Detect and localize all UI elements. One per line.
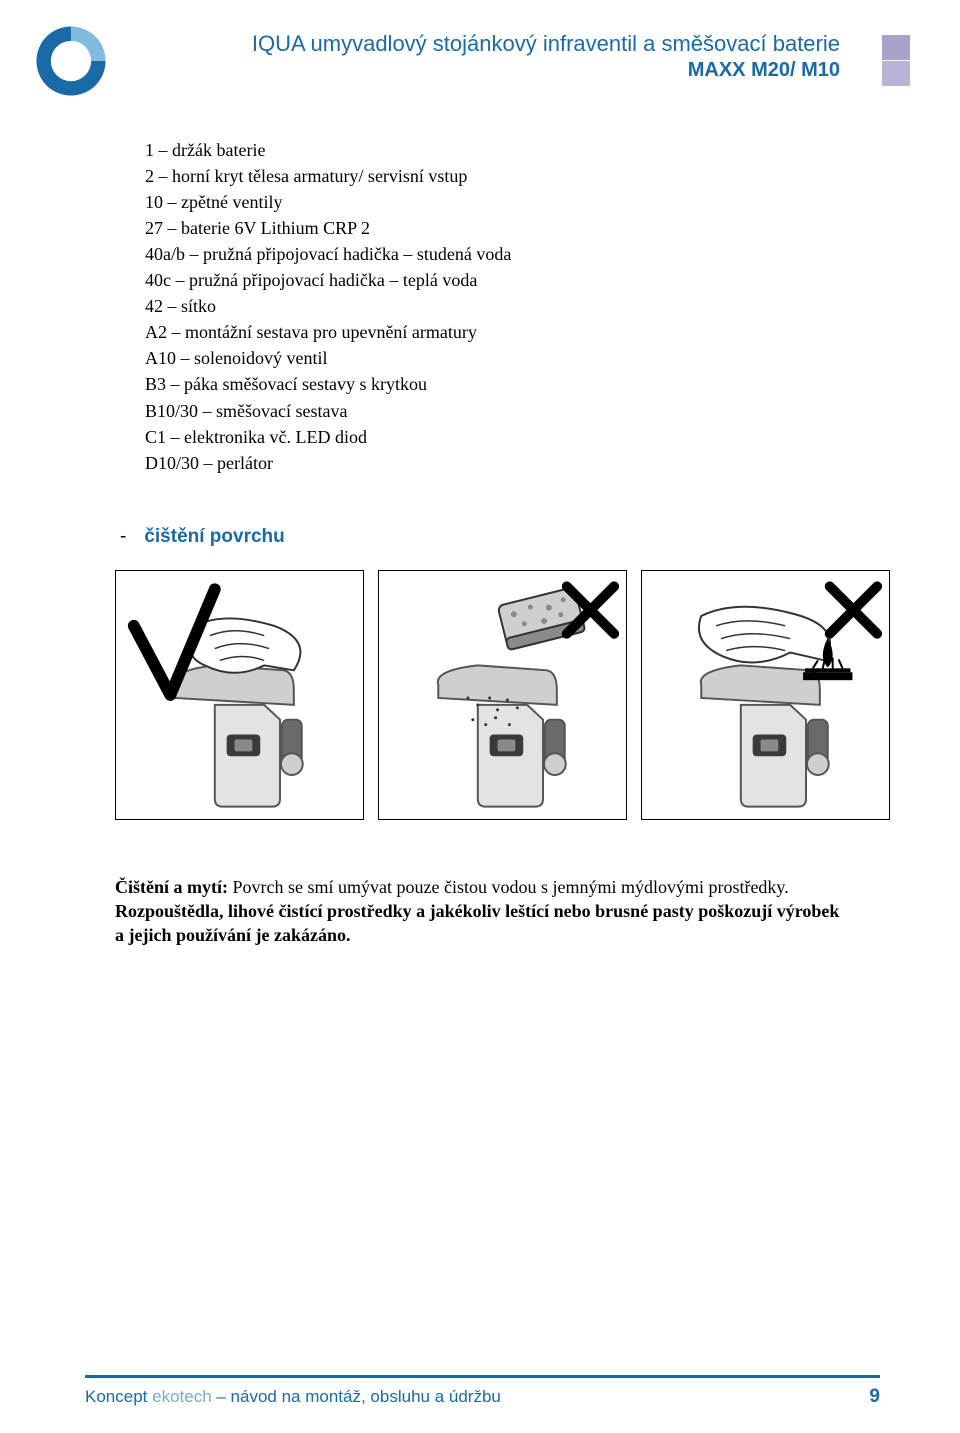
accent-square — [882, 61, 910, 86]
parts-list-item: 42 – sítko — [145, 293, 890, 319]
cleaning-line3: a jejich používání je zakázáno. — [115, 925, 351, 945]
pictogram-correct-wipe — [115, 570, 364, 820]
parts-list-item: C1 – elektronika vč. LED diod — [145, 424, 890, 450]
section-title: čištění povrchu — [144, 526, 284, 547]
pictogram-wrong-chemical — [641, 570, 890, 820]
footer-rest: – návod na montáž, obsluhu a údržbu — [212, 1387, 501, 1406]
accent-square — [882, 35, 910, 60]
parts-list-item: 2 – horní kryt tělesa armatury/ servisní… — [145, 163, 890, 189]
parts-list: 1 – držák baterie2 – horní kryt tělesa a… — [145, 137, 890, 476]
parts-list-item: A10 – solenoidový ventil — [145, 345, 890, 371]
parts-list-item: D10/30 – perlátor — [145, 450, 890, 476]
footer-text: Koncept ekotech – návod na montáž, obslu… — [85, 1387, 501, 1407]
parts-list-item: B10/30 – směšovací sestava — [145, 398, 890, 424]
footer-brand1: Koncept — [85, 1387, 152, 1406]
page-header: IQUA umyvadlový stojánkový infraventil a… — [110, 30, 890, 82]
cleaning-paragraph: Čištění a mytí: Povrch se smí umývat pou… — [115, 875, 875, 948]
footer-rule — [85, 1375, 880, 1378]
page-number: 9 — [869, 1386, 880, 1408]
header-accent-squares — [882, 35, 910, 86]
pictogram-wrong-abrasive — [378, 570, 627, 820]
footer-brand2: ekotech — [152, 1387, 212, 1406]
parts-list-item: A2 – montážní sestava pro upevnění armat… — [145, 319, 890, 345]
pictogram-row — [115, 570, 890, 820]
page-title: IQUA umyvadlový stojánkový infraventil a… — [110, 30, 840, 59]
brand-logo — [35, 25, 107, 97]
parts-list-item: 27 – baterie 6V Lithium CRP 2 — [145, 215, 890, 241]
page-footer: Koncept ekotech – návod na montáž, obslu… — [85, 1386, 880, 1408]
parts-list-item: B3 – páka směšovací sestavy s krytkou — [145, 371, 890, 397]
parts-list-item: 1 – držák baterie — [145, 137, 890, 163]
cleaning-line2: Rozpouštědla, lihové čistící prostředky … — [115, 901, 839, 921]
parts-list-item: 10 – zpětné ventily — [145, 189, 890, 215]
cleaning-lead: Čištění a mytí: — [115, 877, 232, 897]
parts-list-item: 40c – pružná připojovací hadička – teplá… — [145, 267, 890, 293]
page-subtitle: MAXX M20/ M10 — [110, 59, 840, 82]
section-heading-cleaning: -čištění povrchu — [120, 526, 890, 548]
parts-list-item: 40a/b – pružná připojovací hadička – stu… — [145, 241, 890, 267]
section-dash: - — [120, 526, 126, 547]
cleaning-line1-rest: Povrch se smí umývat pouze čistou vodou … — [232, 877, 788, 897]
